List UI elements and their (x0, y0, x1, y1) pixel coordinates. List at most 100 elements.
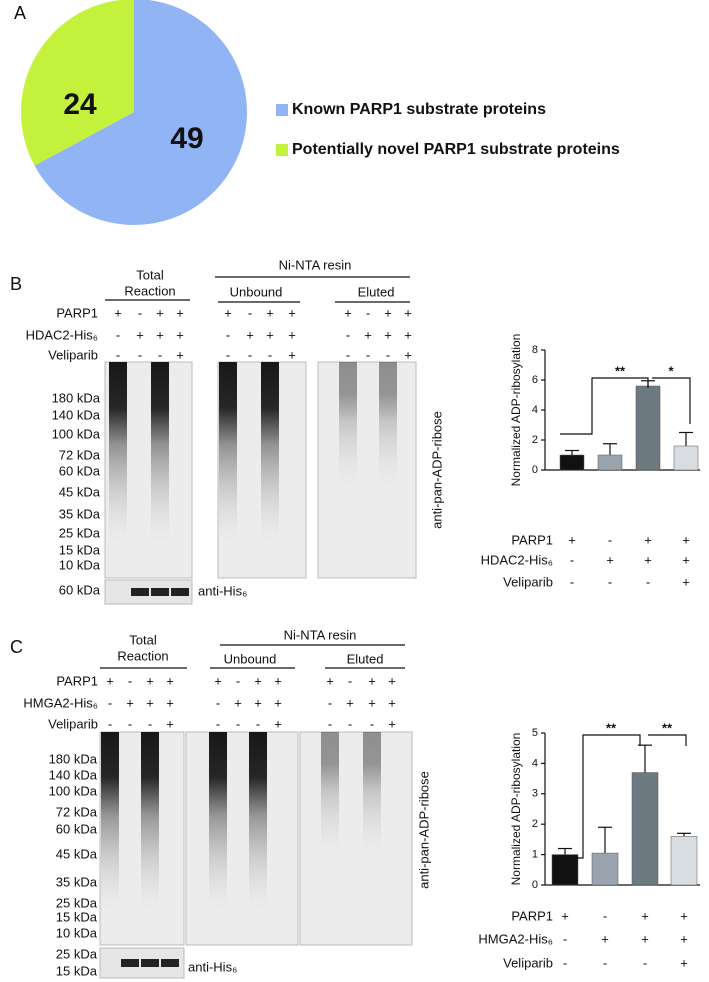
condition-sign: + (641, 931, 649, 946)
blot-smear (321, 732, 339, 860)
lane-sign: - (108, 695, 112, 710)
lane-sign: - (348, 673, 352, 688)
marker-label: 180 kDa (52, 390, 101, 405)
marker-label: 25 kDa (56, 895, 98, 910)
lane-sign: + (274, 716, 282, 731)
condition-sign: + (641, 908, 649, 923)
marker-label: 45 kDa (59, 484, 101, 499)
y-tick-label: 4 (532, 404, 538, 416)
condition-sign: - (563, 955, 567, 970)
blot-image (185, 731, 299, 946)
marker-label: 60 kDa (59, 463, 101, 478)
lane-sign: + (384, 327, 392, 342)
lane-sign: + (176, 347, 184, 362)
marker-label: 140 kDa (49, 767, 98, 782)
panel-label: C (10, 637, 23, 657)
blot-image (317, 361, 417, 579)
lane-sign: + (388, 695, 396, 710)
blot-band (151, 588, 169, 596)
marker-label: 25 kDa (56, 946, 98, 961)
row-label: Veliparib (48, 716, 98, 731)
lane-sign: - (116, 327, 120, 342)
legend-label: Potentially novel PARP1 substrate protei… (292, 141, 620, 158)
marker-label: 72 kDa (59, 447, 101, 462)
lane-sign: + (214, 673, 222, 688)
marker-label: 60 kDa (59, 582, 101, 597)
condition-sign: - (608, 532, 612, 547)
bar (631, 772, 659, 886)
condition-sign: + (682, 574, 690, 589)
lane-sign: + (274, 673, 282, 688)
lane-sign: + (266, 305, 274, 320)
legend-label: Known PARP1 substrate proteins (292, 101, 546, 118)
blot-smear (219, 362, 237, 546)
lane-sign: - (346, 327, 350, 342)
lane-sign: - (138, 347, 142, 362)
condition-sign: - (570, 574, 574, 589)
condition-sign: + (680, 931, 688, 946)
marker-label: 140 kDa (52, 407, 101, 422)
blot-band (121, 959, 139, 967)
blot-smear (141, 732, 159, 914)
lane-sign: - (248, 347, 252, 362)
lane-sign: + (176, 327, 184, 342)
lane-sign: + (146, 695, 154, 710)
blot-smear (261, 362, 279, 546)
blot-smear (379, 362, 397, 492)
lane-sign: + (266, 327, 274, 342)
significance-bracket (652, 377, 691, 424)
condition-label: HDAC2-His₆ (481, 552, 553, 567)
marker-label: 15 kDa (59, 542, 101, 557)
row-label: HMGA2-His₆ (23, 695, 98, 710)
lane-sign: - (148, 716, 152, 731)
condition-sign: + (561, 908, 569, 923)
blot-band (141, 959, 159, 967)
lane-sign: - (346, 347, 350, 362)
lane-sign: - (158, 347, 162, 362)
header: Ni-NTA resin (279, 257, 352, 272)
y-tick-label: 8 (532, 344, 538, 356)
header: Unbound (230, 284, 283, 299)
legend-swatch (276, 104, 288, 116)
pie-slice (34, 0, 247, 225)
blot-smear (109, 362, 127, 546)
y-axis-label: Normalized ADP-ribosylation (509, 733, 523, 886)
condition-sign: - (563, 931, 567, 946)
marker-label: 35 kDa (59, 506, 101, 521)
lane-sign: + (274, 695, 282, 710)
blot-smear (101, 732, 119, 914)
lane-sign: + (106, 673, 114, 688)
blot-image (299, 731, 413, 946)
marker-label: 25 kDa (59, 525, 101, 540)
significance-bracket (560, 377, 649, 435)
condition-sign: + (644, 552, 652, 567)
lane-sign: + (388, 673, 396, 688)
lane-sign: - (116, 347, 120, 362)
lane-sign: + (156, 327, 164, 342)
blot-smear (363, 732, 381, 860)
header: Reaction (117, 648, 168, 663)
lane-sign: - (366, 305, 370, 320)
lane-sign: - (216, 716, 220, 731)
lane-sign: - (348, 716, 352, 731)
bar (559, 454, 585, 471)
blot-band (131, 588, 149, 596)
lane-sign: - (226, 347, 230, 362)
condition-sign: + (682, 552, 690, 567)
y-tick-label: 2 (532, 818, 538, 830)
lane-sign: + (224, 305, 232, 320)
marker-label: 15 kDa (56, 909, 98, 924)
significance-label: * (668, 363, 674, 378)
lane-sign: + (344, 305, 352, 320)
lane-sign: + (166, 716, 174, 731)
condition-label: HMGA2-His₆ (478, 931, 553, 946)
condition-sign: - (646, 574, 650, 589)
lane-sign: + (176, 305, 184, 320)
lane-sign: + (246, 327, 254, 342)
lane-sign: - (216, 695, 220, 710)
lane-sign: - (256, 716, 260, 731)
lane-sign: + (126, 695, 134, 710)
pie-slice (21, 0, 134, 166)
lane-sign: + (346, 695, 354, 710)
